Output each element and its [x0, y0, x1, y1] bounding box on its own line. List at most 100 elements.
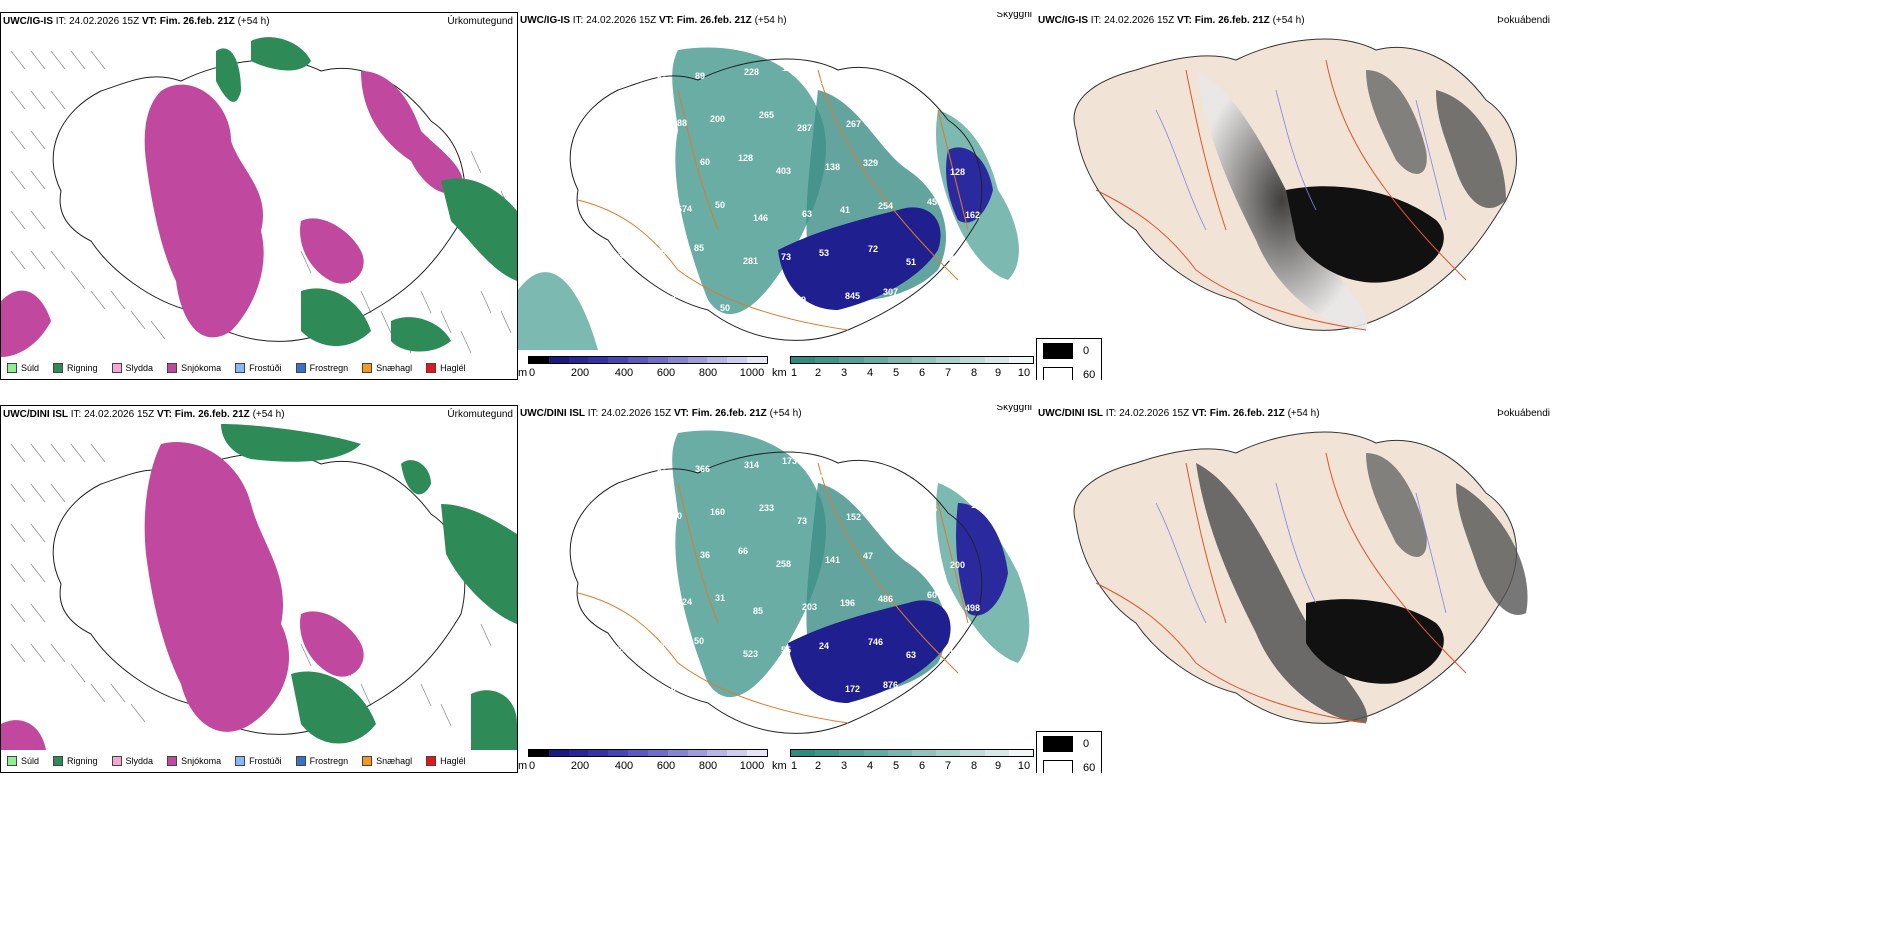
ceiling-tick: 400 [614, 367, 634, 379]
model-name: UWC/IG-IS [3, 16, 53, 27]
it-label: IT: [587, 408, 599, 419]
model-name: UWC/DINI ISL [3, 409, 68, 420]
road-network [1095, 452, 1467, 724]
ceiling-value-label: 51 [906, 257, 916, 267]
ceiling-value-label: 262 [613, 558, 628, 568]
ceiling-value-label: 523 [743, 649, 758, 659]
ceiling-value-label: 130 [922, 111, 937, 121]
ceiling-area [778, 207, 941, 310]
ceiling-value-label: 281 [743, 256, 758, 266]
ceiling-tick: 400 [614, 760, 634, 772]
ceiling-value-label: 128 [950, 167, 965, 177]
river-network [1155, 89, 1447, 231]
ceiling-value-label: 75 [869, 465, 879, 475]
ceiling-value-label: 498 [965, 603, 980, 613]
legend-swatch [295, 756, 306, 766]
ceiling-value-label: 47 [863, 551, 873, 561]
ceiling-value-label: 29 [884, 508, 894, 518]
legend-swatch [7, 363, 17, 373]
ceiling-value-label: 254 [878, 201, 893, 211]
fog-field [1366, 70, 1427, 174]
ceiling-value-label: 136 [884, 115, 899, 125]
fog-legend-value: 60 [1083, 762, 1096, 773]
vt-value: Fim. 26.feb. 21Z [1209, 408, 1285, 419]
panel-title: Þokuábendi [1497, 408, 1550, 419]
legend-label: Haglél [440, 756, 466, 766]
lead-time: (+54 h) [237, 16, 270, 27]
visibility-colorbar: km 1 2 3 4 5 6 7 8 9 10 [772, 749, 1034, 773]
ceiling-area [788, 600, 951, 703]
legend-label: Súld [21, 363, 40, 373]
ceiling-value-label: 329 [863, 158, 878, 168]
vis-tick: 8 [970, 367, 978, 379]
rain-area-se [301, 288, 371, 346]
ptype-panel-top: UWC/IG-IS IT: 24.02.2026 15Z VT: Fim. 26… [0, 12, 518, 380]
ceiling-value-label: 162 [965, 210, 980, 220]
ceiling-value-label: 236 [651, 554, 666, 564]
vis-area [672, 430, 827, 698]
ceiling-value-label: 63 [906, 650, 916, 660]
legend-item: Frostúði [235, 756, 282, 766]
model-name: UWC/DINI ISL [1038, 408, 1103, 419]
lead-time: (+54 h) [1272, 15, 1305, 26]
ceiling-value-label: 73 [781, 252, 791, 262]
it-label: IT: [55, 16, 67, 27]
legend-label: Frostregn [309, 756, 349, 766]
fog-field [1306, 599, 1444, 684]
model-name: UWC/IG-IS [1038, 15, 1088, 26]
legend-item: Frostúði [235, 363, 282, 373]
model-name: UWC/IG-IS [520, 15, 570, 26]
ceiling-value-label: 314 [744, 460, 759, 470]
cloud-panel-bottom: UWC/DINI ISL IT: 24.02.2026 15Z VT: Fim.… [518, 405, 1036, 773]
panel-title: Úrkomutegund [447, 16, 513, 27]
rain-area-s [391, 317, 451, 352]
ceiling-value-label: 31 [715, 593, 725, 603]
legend-swatch [295, 363, 306, 373]
ceiling-value-label: 116 [656, 640, 671, 650]
ceiling-value-label: 152 [846, 512, 861, 522]
it-value: 24.02.2026 15Z [1104, 15, 1175, 26]
fog-legend-value: 0 [1083, 738, 1090, 750]
it-value: 24.02.2026 15Z [69, 16, 140, 27]
panel-title: Skyggni [996, 12, 1032, 20]
river-network [1155, 482, 1447, 624]
ceiling-value-label: 41 [840, 205, 850, 215]
ceiling-tick: 800 [698, 367, 718, 379]
ceiling-area [956, 503, 1008, 616]
lead-time: (+54 h) [769, 408, 802, 419]
vis-area [518, 272, 598, 350]
rain-area-se [291, 671, 376, 744]
fog-panel-top: UWC/IG-IS IT: 24.02.2026 15Z VT: Fim. 26… [1036, 12, 1554, 380]
ceiling-tick: 0 [528, 760, 536, 772]
iceland-coast [52, 59, 466, 342]
ceiling-value-label: 77 [907, 461, 917, 471]
it-label: IT: [70, 409, 82, 420]
ceiling-colorbar: m 0 200 400 600 800 1000 [518, 749, 768, 773]
vt-label: VT: [1191, 408, 1207, 419]
it-value: 24.02.2026 15Z [601, 408, 672, 419]
snow-area [144, 84, 264, 338]
ceiling-value-label: 128 [738, 153, 753, 163]
fog-field [1286, 186, 1444, 283]
ceiling-value-label: 366 [695, 464, 710, 474]
legend-swatch [53, 756, 64, 766]
iceland-coast [569, 451, 983, 734]
ceiling-value-label: 267 [846, 119, 861, 129]
ptype-map [1, 424, 517, 750]
ceiling-value-label: 173 [782, 456, 797, 466]
ceiling-value-label: 486 [878, 594, 893, 604]
cloud-panel-top: UWC/IG-IS IT: 24.02.2026 15Z VT: Fim. 26… [518, 12, 1036, 380]
panel-header: UWC/DINI ISL IT: 24.02.2026 15Z VT: Fim.… [1036, 405, 1554, 423]
ceiling-value-label: 166 [971, 500, 986, 510]
vt-label: VT: [1176, 15, 1192, 26]
legend-item: Slydda [111, 756, 153, 766]
legend-label: Frostregn [309, 363, 349, 373]
legend-swatch [426, 756, 437, 766]
legend-swatch [53, 363, 64, 373]
ceiling-value-label: 184 [628, 601, 643, 611]
vis-tick: 7 [944, 367, 952, 379]
legend-label: Snæhagl [376, 363, 413, 373]
legend-item: Rigning [53, 363, 98, 373]
ceiling-value-label: 66 [738, 546, 748, 556]
ceiling-tick: 0 [528, 367, 536, 379]
